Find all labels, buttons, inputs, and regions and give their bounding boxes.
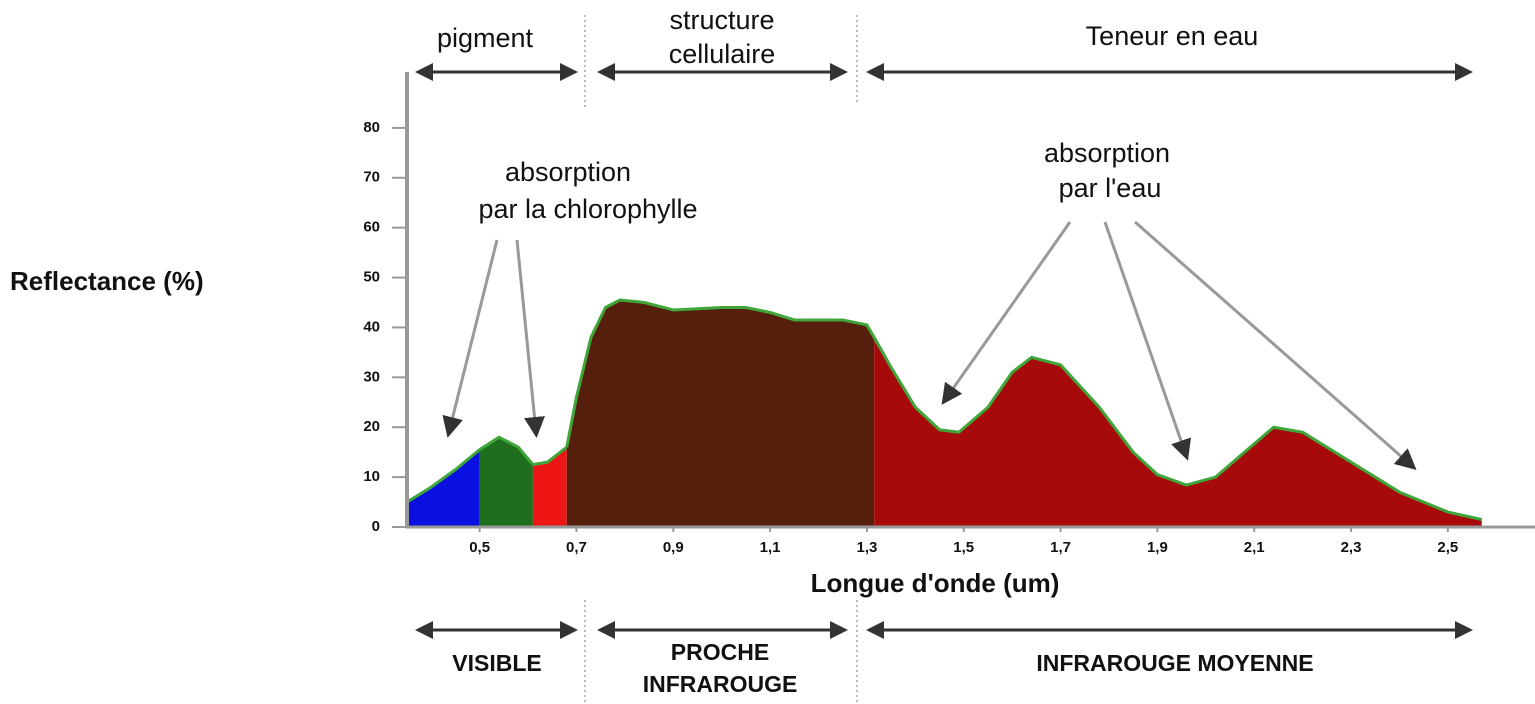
x-tick-label: 1,9 <box>1147 539 1168 556</box>
plot <box>406 298 1483 527</box>
band-label: pigment <box>437 23 534 53</box>
band-label: VISIBLE <box>452 650 541 676</box>
curve-outline <box>872 336 1483 521</box>
y-tick-label: 20 <box>363 418 380 435</box>
area <box>874 337 1482 527</box>
annotation: par la chlorophylle <box>478 194 697 224</box>
band-label: INFRAROUGE <box>643 671 798 697</box>
y-tick-label: 0 <box>372 518 380 535</box>
curve-outline <box>532 445 568 467</box>
pointer-arrow <box>1134 220 1417 470</box>
annotation: absorption <box>505 157 631 187</box>
x-tick-label: 2,3 <box>1341 539 1362 556</box>
curve-outline <box>478 435 535 466</box>
band-label: Teneur en eau <box>1086 21 1259 51</box>
y-tick-label: 10 <box>363 468 380 485</box>
y-tick-label: 60 <box>363 219 380 236</box>
area <box>479 437 533 527</box>
band-label: cellulaire <box>669 39 776 69</box>
annotation: par l'eau <box>1059 173 1162 203</box>
x-tick-label: 1,5 <box>953 539 974 556</box>
area <box>566 300 875 527</box>
annotation: absorption <box>1044 138 1170 168</box>
y-tick-label: 30 <box>363 368 380 385</box>
curve-outline <box>565 298 876 448</box>
area <box>407 449 480 527</box>
x-tick-label: 2,1 <box>1244 539 1265 556</box>
y-tick-label: 40 <box>363 318 380 335</box>
y-axis-label: Reflectance (%) <box>10 266 204 296</box>
pointer-arrow <box>941 221 1072 405</box>
pointer-arrow <box>515 239 545 438</box>
curve-outline <box>406 448 481 504</box>
x-tick-label: 0,5 <box>469 539 490 556</box>
pointer-arrow <box>1103 221 1191 461</box>
x-axis-label: Longue d'onde (um) <box>811 568 1060 598</box>
band-label: PROCHE <box>671 639 769 665</box>
pointer-arrow <box>442 239 499 438</box>
x-tick-label: 0,7 <box>566 539 587 556</box>
y-tick-label: 50 <box>363 269 380 286</box>
y-tick-label: 70 <box>363 169 380 186</box>
y-tick-label: 80 <box>363 119 380 136</box>
x-tick-label: 1,7 <box>1050 539 1071 556</box>
x-tick-label: 1,1 <box>760 539 781 556</box>
band-label: structure <box>669 5 774 35</box>
x-tick-label: 0,9 <box>663 539 684 556</box>
x-tick-label: 2,5 <box>1437 539 1458 556</box>
band-label: INFRAROUGE MOYENNE <box>1036 650 1313 676</box>
x-tick-label: 1,3 <box>856 539 877 556</box>
area <box>532 447 567 527</box>
